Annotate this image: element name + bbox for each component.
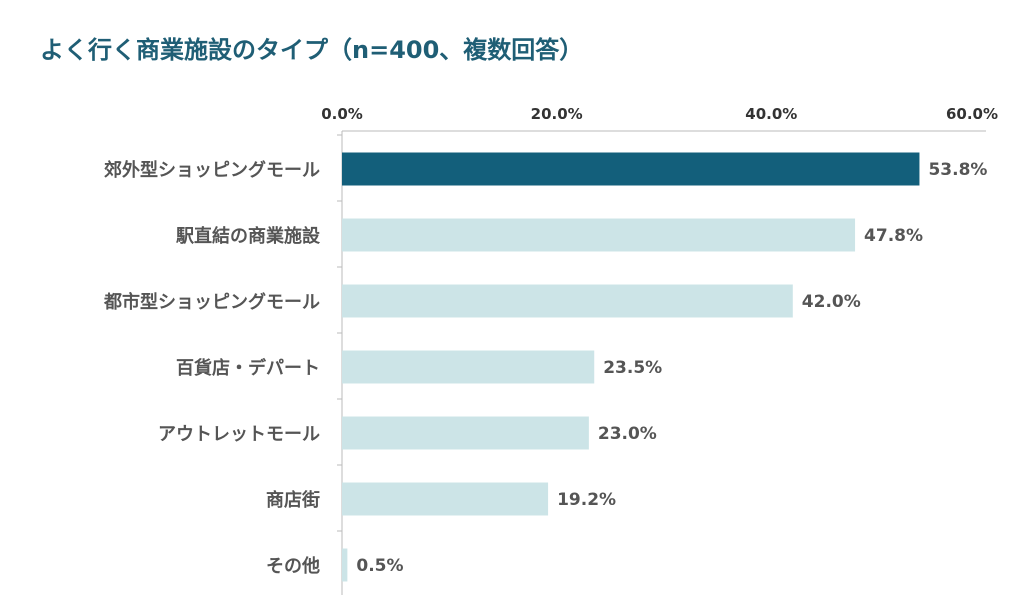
- bar-7: [342, 548, 348, 582]
- bar-4: [342, 350, 595, 384]
- bar-5: [342, 416, 589, 450]
- bar-1: [342, 152, 920, 186]
- bar-2: [342, 218, 856, 252]
- category-label: その他: [266, 555, 320, 577]
- x-tick-label: 20.0%: [531, 105, 583, 123]
- value-label: 0.5%: [356, 556, 403, 576]
- category-label: 都市型ショッピングモール: [103, 291, 320, 313]
- category-label: 駅直結の商業施設: [175, 225, 321, 247]
- value-label: 23.0%: [598, 424, 657, 444]
- value-label: 19.2%: [557, 490, 616, 510]
- bar-6: [342, 482, 549, 516]
- chart-title: よく行く商業施設のタイプ（n=400、複数回答）: [40, 36, 584, 64]
- value-label: 23.5%: [603, 358, 662, 378]
- category-label: 郊外型ショッピングモール: [104, 159, 320, 181]
- bar-3: [342, 284, 793, 318]
- value-label: 42.0%: [802, 292, 861, 312]
- value-label: 47.8%: [864, 226, 923, 246]
- x-tick-label: 40.0%: [745, 105, 797, 123]
- category-label: 商店街: [266, 489, 320, 511]
- category-label: アウトレットモール: [158, 424, 320, 445]
- x-tick-label: 60.0%: [946, 105, 998, 123]
- category-label: 百貨店・デパート: [176, 357, 320, 379]
- value-label: 53.8%: [928, 160, 987, 180]
- x-tick-label: 0.0%: [321, 105, 363, 123]
